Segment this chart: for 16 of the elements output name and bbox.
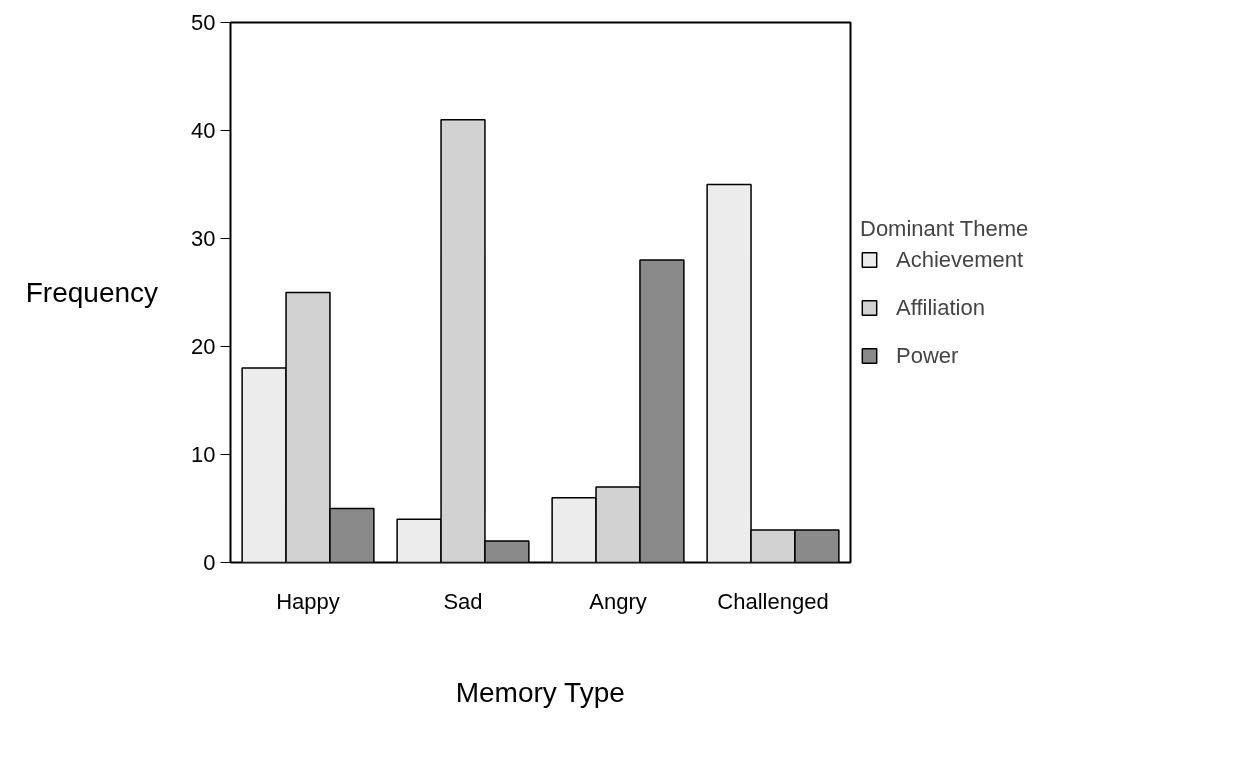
y-axis-title: Frequency bbox=[25, 277, 159, 308]
y-tick-label: 50 bbox=[191, 10, 216, 35]
y-tick-label: 10 bbox=[191, 442, 216, 467]
legend-label: Achievement bbox=[896, 246, 1024, 273]
y-tick-label: 40 bbox=[191, 118, 216, 143]
legend-label: Power bbox=[896, 342, 959, 369]
x-tick-label: Happy bbox=[276, 588, 340, 614]
y-tick-label: 20 bbox=[191, 334, 216, 359]
x-tick-label: Challenged bbox=[717, 588, 829, 614]
x-tick-label: Sad bbox=[443, 588, 483, 614]
y-tick-label: 0 bbox=[203, 550, 216, 575]
legend-label: Affiliation bbox=[896, 294, 985, 321]
legend-title: Dominant Theme bbox=[860, 215, 1029, 242]
x-tick-label: Angry bbox=[589, 588, 647, 614]
y-tick-label: 30 bbox=[191, 226, 216, 251]
x-axis-title: Memory Type bbox=[455, 676, 625, 708]
